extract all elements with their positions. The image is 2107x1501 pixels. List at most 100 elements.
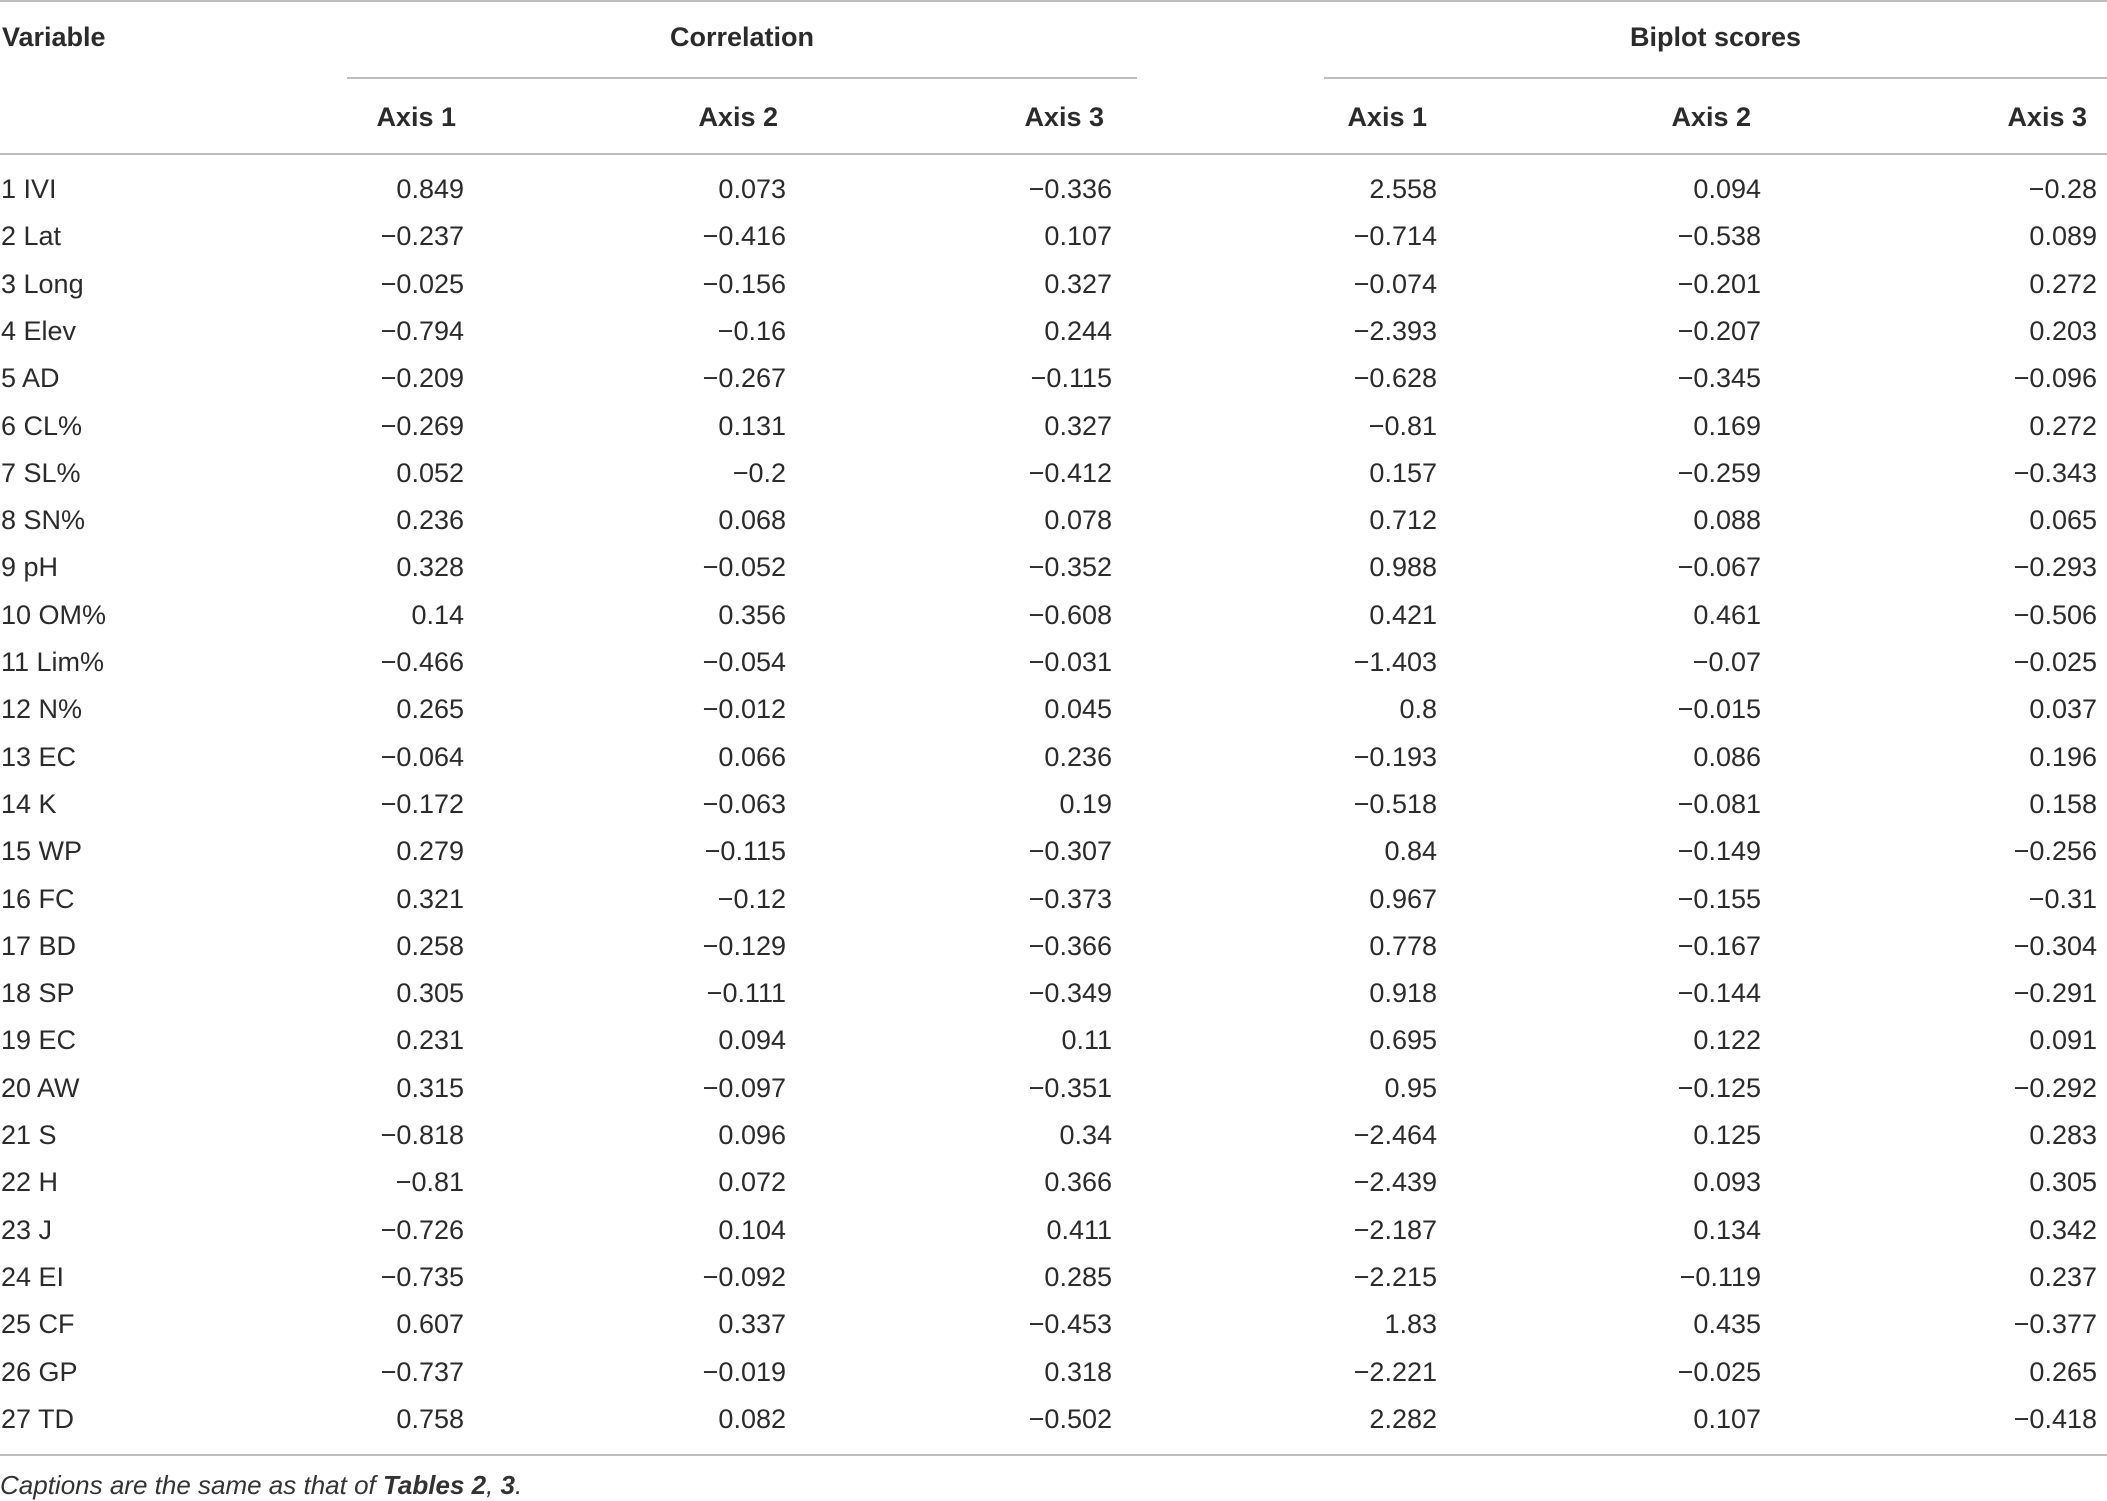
value-cell: 0.95 [1384,1072,1437,1103]
value-cell: 0.327 [1044,410,1112,441]
value-cell: 0.265 [2029,1356,2097,1387]
caption-table-link[interactable]: Tables 2 [383,1470,487,1500]
variable-cell: 11 Lim% [1,647,105,677]
value-cell: 0.461 [1693,599,1761,630]
column-header-biplot-axis-2: Axis 2 [1671,102,1751,132]
value-cell: 2.558 [1369,174,1437,204]
value-cell: 0.305 [2029,1167,2097,1198]
value-cell: −0.081 [1677,788,1761,819]
value-cell: 0.093 [1693,1167,1761,1198]
value-cell: −0.608 [1028,599,1112,630]
value-cell: 0.318 [1044,1356,1112,1387]
value-cell: −0.366 [1028,930,1112,961]
variable-cell: 9 pH [1,552,59,583]
value-cell: 0.196 [2029,741,2097,772]
value-cell: −1.403 [1353,647,1437,677]
value-cell: 0.134 [1693,1214,1761,1245]
value-cell: −0.351 [1028,1072,1112,1103]
variable-cell: 19 EC [1,1025,77,1056]
value-cell: −2.221 [1353,1356,1437,1387]
caption-table-link-2[interactable]: 3 [500,1470,516,1500]
value-cell: −0.291 [2013,978,2097,1009]
value-cell: −0.343 [2013,457,2097,488]
value-cell: 0.272 [2029,268,2097,299]
value-cell: −0.063 [702,788,786,819]
value-cell: −0.115 [1030,363,1112,394]
variable-cell: 17 BD [1,930,77,961]
value-cell: 0.272 [2029,410,2097,441]
value-cell: 0.285 [1044,1261,1112,1292]
value-cell: 0.356 [718,599,786,630]
value-cell: −0.031 [1028,647,1112,677]
value-cell: −0.412 [1028,457,1112,488]
value-cell: 0.283 [2029,1120,2097,1150]
value-cell: 0.19 [1059,788,1112,819]
value-cell: 0.122 [1693,1025,1761,1056]
value-cell: −0.054 [702,647,786,677]
value-cell: 0.096 [718,1120,786,1150]
value-cell: −0.025 [1677,1356,1761,1387]
value-cell: −0.096 [2013,363,2097,394]
correlation-group-rule [347,77,1137,79]
value-cell: −0.149 [1677,836,1761,867]
value-cell: −0.735 [380,1261,464,1292]
value-cell: −0.052 [702,552,786,583]
value-cell: −0.256 [2013,836,2097,867]
value-cell: 0.094 [1693,174,1761,204]
value-cell: 0.078 [1044,505,1112,536]
value-cell: −0.345 [1677,363,1761,394]
value-cell: −0.092 [702,1261,786,1292]
value-cell: 0.236 [1044,741,1112,772]
value-cell: 0.203 [2029,315,2097,346]
value-cell: 0.34 [1059,1120,1112,1150]
value-cell: 0.84 [1384,836,1437,867]
value-cell: −0.111 [706,978,786,1009]
value-cell: −0.373 [1028,883,1112,914]
variable-cell: 27 TD [1,1403,75,1434]
value-cell: 0.918 [1369,978,1437,1009]
value-cell: −0.81 [395,1167,464,1198]
value-cell: 0.265 [396,694,464,725]
value-cell: −0.538 [1677,221,1761,252]
value-cell: 0.157 [1369,457,1437,488]
value-cell: 0.107 [1044,221,1112,252]
value-cell: −2.393 [1353,315,1437,346]
header-bottom-rule [0,153,2107,155]
value-cell: −0.466 [380,647,464,677]
value-cell: 0.088 [1693,505,1761,536]
value-cell: −0.352 [1028,552,1112,583]
value-cell: 0.158 [2029,788,2097,819]
value-cell: 0.366 [1044,1167,1112,1198]
column-header-correlation-axis-1: Axis 1 [376,102,456,132]
value-cell: 0.328 [396,552,464,583]
value-cell: 0.073 [718,174,786,204]
variable-cell: 1 IVI [1,174,57,204]
variable-cell: 25 CF [1,1309,75,1340]
value-cell: −0.064 [380,741,464,772]
variable-cell: 16 FC [1,883,75,914]
value-cell: 0.086 [1693,741,1761,772]
value-cell: 0.082 [718,1403,786,1434]
value-cell: −0.28 [2028,174,2097,204]
value-cell: −2.187 [1353,1214,1437,1245]
value-cell: −0.12 [717,883,786,914]
value-cell: 0.169 [1693,410,1761,441]
value-cell: −0.292 [2013,1072,2097,1103]
bottom-rule [0,1454,2107,1456]
value-cell: −0.416 [702,221,786,252]
value-cell: −0.207 [1677,315,1761,346]
value-cell: 0.125 [1693,1120,1761,1150]
value-cell: −0.209 [380,363,464,394]
value-cell: −0.714 [1353,221,1437,252]
column-header-correlation-axis-2: Axis 2 [698,102,778,132]
column-header-correlation-axis-3: Axis 3 [1024,102,1104,132]
value-cell: −0.453 [1028,1309,1112,1340]
value-cell: −0.119 [1679,1261,1761,1292]
value-cell: −0.193 [1353,741,1437,772]
value-cell: 0.421 [1369,599,1437,630]
value-cell: 0.8 [1399,694,1437,725]
group-header-correlation: Correlation [669,22,815,52]
value-cell: −0.172 [380,788,464,819]
header-variable: Variable [2,22,106,52]
caption-sep: , [486,1470,501,1500]
